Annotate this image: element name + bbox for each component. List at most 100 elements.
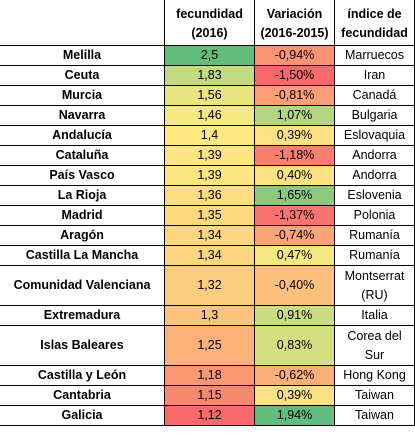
region-cell: Cantabria	[0, 386, 165, 406]
cell-text: 1,32	[197, 278, 222, 292]
country-cell: Polonia	[335, 206, 415, 226]
cell-text: 1,34	[197, 248, 222, 262]
cell-text: 1,3	[200, 308, 219, 322]
country-cell: Rumanía	[335, 246, 415, 266]
variation-cell: 0,39%	[255, 386, 335, 406]
country-cell: Canadá	[335, 86, 415, 106]
country-cell: Corea del Sur	[335, 326, 415, 366]
cell-text: Cantabria	[53, 388, 111, 402]
cell-text: 1,36	[197, 188, 222, 202]
country-cell: Taiwan	[335, 406, 415, 426]
cell-text: Castilla y León	[37, 368, 127, 382]
country-cell: Bulgaria	[335, 106, 415, 126]
cell-text: 1,4	[200, 128, 219, 142]
cell-text: fecundidad	[176, 7, 243, 21]
fertility-cell: 1,3	[165, 306, 255, 326]
region-cell: Madrid	[0, 206, 165, 226]
cell-text: (RU)	[361, 287, 388, 302]
cell-text: 1,35	[197, 208, 222, 222]
country-cell: Iran	[335, 66, 415, 86]
cell-text: Andorra	[352, 168, 397, 182]
cell-text: 1,25	[197, 338, 222, 352]
variation-cell: 0,91%	[255, 306, 335, 326]
cell-text: -0,74%	[274, 228, 315, 242]
cell-text: País Vasco	[49, 168, 115, 182]
cell-text: 0,83%	[276, 338, 313, 352]
region-cell: Comunidad Valenciana	[0, 266, 165, 306]
cell-text: similar	[354, 0, 394, 5]
cell-text: 1,83	[197, 68, 222, 82]
fertility-cell: 1,35	[165, 206, 255, 226]
cell-text: índice de	[347, 7, 402, 21]
variation-cell: 0,83%	[255, 326, 335, 366]
cell-text: (2016-2015)	[260, 26, 329, 40]
cell-text: Canadá	[352, 88, 397, 102]
cell-text: Iran	[363, 68, 386, 82]
fertility-cell: 1,56	[165, 86, 255, 106]
cell-text: Navarra	[58, 108, 106, 122]
cell-text: Montserrat	[344, 268, 405, 283]
cell-text: Islas Baleares	[40, 338, 124, 352]
cell-text: Variación	[266, 7, 323, 21]
fertility-cell: 1,25	[165, 326, 255, 366]
region-cell: Aragón	[0, 226, 165, 246]
fertility-cell: 1,32	[165, 266, 255, 306]
variation-cell: 1,07%	[255, 106, 335, 126]
fertility-cell: 1,46	[165, 106, 255, 126]
region-cell: Cataluña	[0, 146, 165, 166]
fertility-cell: 1,34	[165, 226, 255, 246]
cell-text: 1,56	[197, 88, 222, 102]
cell-text: Murcia	[61, 88, 103, 102]
cell-text: -0,94%	[274, 48, 315, 62]
cell-text: 0,39%	[276, 388, 313, 402]
region-cell: Galicia	[0, 406, 165, 426]
cell-text: Aragón	[60, 228, 104, 242]
header-cell: Variación (2016-2015)	[255, 0, 335, 46]
country-cell: Montserrat (RU)	[335, 266, 415, 306]
variation-cell: -1,18%	[255, 146, 335, 166]
fertility-cell: 1,15	[165, 386, 255, 406]
cell-text: 2,5	[200, 48, 219, 62]
cell-text: Marruecos	[344, 48, 405, 62]
cell-text: 1,34	[197, 228, 222, 242]
variation-cell: -1,50%	[255, 66, 335, 86]
cell-text: fecundidad	[341, 26, 408, 40]
cell-text: Andorra	[352, 148, 397, 162]
country-cell: Andorra	[335, 146, 415, 166]
variation-cell: -0,40%	[255, 266, 335, 306]
cell-text: -0,81%	[274, 88, 315, 102]
country-cell: Marruecos	[335, 46, 415, 66]
cell-text: 1,39	[197, 168, 222, 182]
cell-text: 0,47%	[276, 248, 313, 262]
cell-text: Polonia	[353, 208, 396, 222]
cell-text: Castilla La Mancha	[25, 248, 139, 262]
variation-cell: 0,47%	[255, 246, 335, 266]
cell-text: Italia	[361, 308, 388, 322]
cell-text: Sur	[364, 347, 385, 362]
region-cell: Andalucía	[0, 126, 165, 146]
country-cell: Rumanía	[335, 226, 415, 246]
cell-text: 0,40%	[276, 168, 313, 182]
cell-text: Madrid	[61, 208, 103, 222]
country-cell: Italia	[335, 306, 415, 326]
variation-cell: 0,39%	[255, 126, 335, 146]
cell-text: -0,40%	[274, 278, 315, 292]
cell-text: 1,94%	[276, 408, 313, 422]
cell-text: 1,15	[197, 388, 222, 402]
cell-text: -1,50%	[274, 68, 315, 82]
cell-text: La Rioja	[57, 188, 107, 202]
cell-text: -1,18%	[274, 148, 315, 162]
variation-cell: -0,81%	[255, 86, 335, 106]
cell-text: (2016)	[191, 26, 228, 40]
cell-text: 0,91%	[276, 308, 313, 322]
cell-text: Rumanía	[349, 228, 400, 242]
fertility-cell: 1,4	[165, 126, 255, 146]
variation-cell: -1,37%	[255, 206, 335, 226]
region-cell: Castilla La Mancha	[0, 246, 165, 266]
header-cell: fecundidad (2016)	[165, 0, 255, 46]
variation-cell: -0,62%	[255, 366, 335, 386]
cell-text: Eslovaquia	[343, 128, 406, 142]
region-cell: Murcia	[0, 86, 165, 106]
country-cell: Andorra	[335, 166, 415, 186]
